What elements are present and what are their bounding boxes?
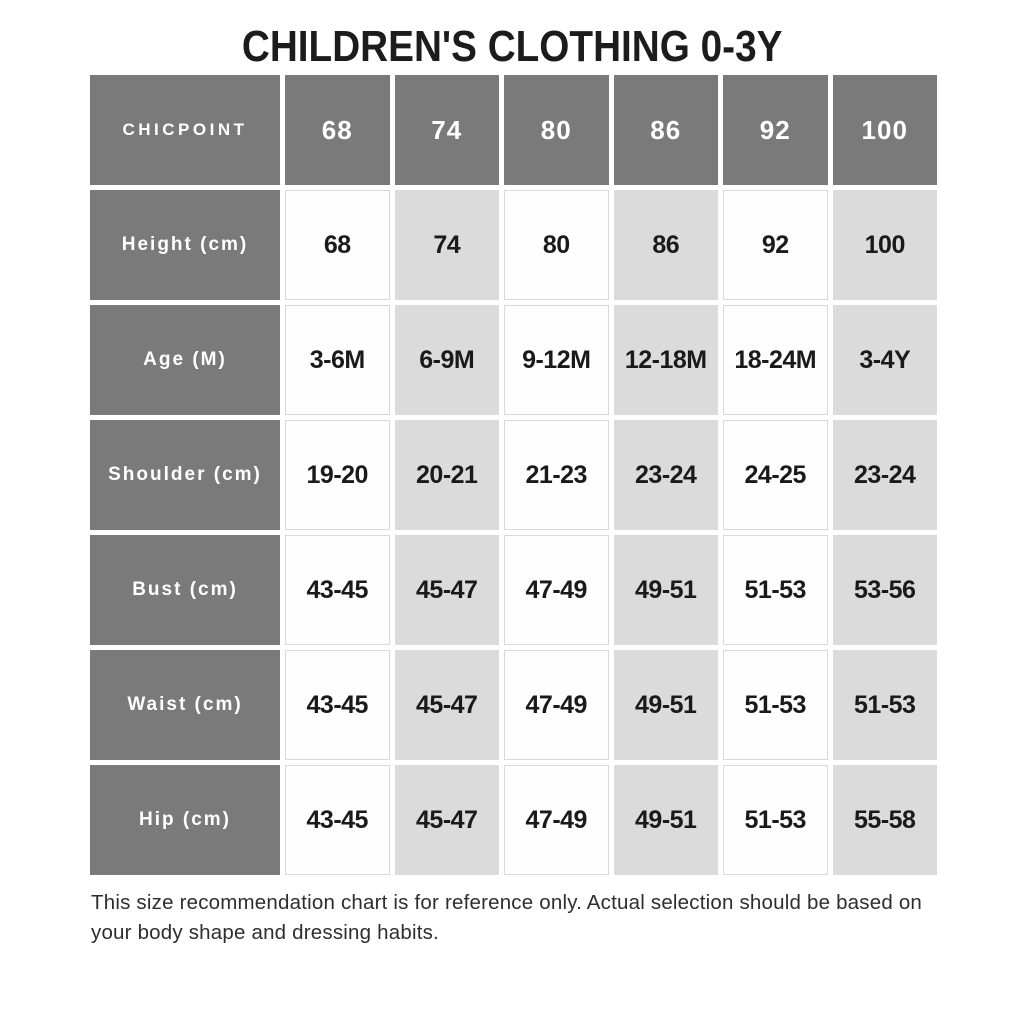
- column-header-86: 86: [613, 75, 718, 185]
- table-corner-brand: CHICPOINT: [90, 75, 280, 185]
- size-cell-r4-c1: 45-47: [394, 650, 499, 760]
- size-cell-r3-c4: 51-53: [723, 535, 828, 645]
- size-cell-r3-c2: 47-49: [504, 535, 609, 645]
- row-label-2: Shoulder (cm): [90, 420, 280, 530]
- size-cell-r0-c5: 100: [832, 190, 937, 300]
- size-cell-r2-c2: 21-23: [504, 420, 609, 530]
- size-cell-r2-c0: 19-20: [285, 420, 390, 530]
- size-cell-r5-c0: 43-45: [285, 765, 390, 875]
- row-label-1: Age (M): [90, 305, 280, 415]
- size-table: CHICPOINT 68 74 80 86 92 100 Height (cm) 68 74 80 8…: [90, 75, 937, 875]
- size-cell-r5-c5: 55-58: [832, 765, 937, 875]
- row-label-0: Height (cm): [90, 190, 280, 300]
- size-cell-r3-c1: 45-47: [394, 535, 499, 645]
- size-cell-r0-c4: 92: [723, 190, 828, 300]
- size-cell-r2-c5: 23-24: [832, 420, 937, 530]
- size-cell-r4-c0: 43-45: [285, 650, 390, 760]
- size-cell-r0-c3: 86: [613, 190, 718, 300]
- row-label-3: Bust (cm): [90, 535, 280, 645]
- size-cell-r2-c4: 24-25: [723, 420, 828, 530]
- row-label-4: Waist (cm): [90, 650, 280, 760]
- size-cell-r0-c0: 68: [285, 190, 390, 300]
- size-cell-r1-c3: 12-18M: [613, 305, 718, 415]
- size-cell-r2-c1: 20-21: [394, 420, 499, 530]
- size-cell-r3-c3: 49-51: [613, 535, 718, 645]
- size-cell-r4-c5: 51-53: [832, 650, 937, 760]
- page-title-wrap: CHILDREN'S CLOTHING 0-3Y: [0, 22, 1024, 72]
- size-cell-r5-c2: 47-49: [504, 765, 609, 875]
- size-cell-r1-c0: 3-6M: [285, 305, 390, 415]
- size-cell-r4-c3: 49-51: [613, 650, 718, 760]
- size-cell-r1-c1: 6-9M: [394, 305, 499, 415]
- size-cell-r1-c5: 3-4Y: [832, 305, 937, 415]
- column-header-80: 80: [504, 75, 609, 185]
- size-cell-r0-c1: 74: [394, 190, 499, 300]
- size-cell-r3-c0: 43-45: [285, 535, 390, 645]
- column-header-92: 92: [723, 75, 828, 185]
- page-title: CHILDREN'S CLOTHING 0-3Y: [241, 22, 783, 71]
- size-cell-r0-c2: 80: [504, 190, 609, 300]
- size-cell-r2-c3: 23-24: [613, 420, 718, 530]
- size-cell-r5-c1: 45-47: [394, 765, 499, 875]
- size-cell-r5-c4: 51-53: [723, 765, 828, 875]
- column-header-68: 68: [285, 75, 390, 185]
- column-header-74: 74: [394, 75, 499, 185]
- column-header-100: 100: [832, 75, 937, 185]
- disclaimer-text: This size recommendation chart is for re…: [91, 891, 923, 944]
- size-cell-r1-c4: 18-24M: [723, 305, 828, 415]
- size-cell-r5-c3: 49-51: [613, 765, 718, 875]
- row-label-5: Hip (cm): [90, 765, 280, 875]
- size-cell-r4-c4: 51-53: [723, 650, 828, 760]
- size-cell-r1-c2: 9-12M: [504, 305, 609, 415]
- size-cell-r4-c2: 47-49: [504, 650, 609, 760]
- size-cell-r3-c5: 53-56: [832, 535, 937, 645]
